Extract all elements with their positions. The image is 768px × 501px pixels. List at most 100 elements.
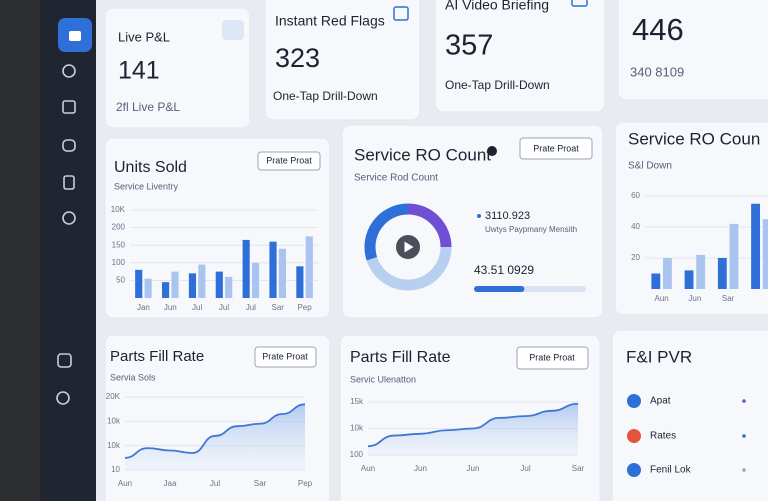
y-tick-label: 100 bbox=[112, 258, 126, 267]
bar bbox=[305, 236, 313, 298]
x-tick-label: Sar bbox=[572, 464, 585, 473]
nav-icon[interactable] bbox=[62, 100, 76, 114]
kpi-title: AI Video Briefing bbox=[445, 0, 549, 13]
button[interactable] bbox=[519, 137, 593, 160]
kpi-subtitle: One-Tap Drill-Down bbox=[445, 78, 550, 92]
bar bbox=[225, 276, 233, 298]
bar bbox=[269, 241, 277, 298]
kpi-title: Live P&L bbox=[118, 29, 170, 44]
x-tick-label: Sar bbox=[722, 294, 735, 303]
y-tick-label: 15k bbox=[350, 397, 364, 406]
nav-icon[interactable] bbox=[63, 175, 75, 190]
kpi-card bbox=[264, 0, 421, 121]
x-tick-label: Aun bbox=[655, 294, 669, 303]
button[interactable] bbox=[254, 346, 317, 368]
donut-segment bbox=[366, 246, 452, 291]
bar bbox=[651, 273, 661, 289]
x-tick-label: Jaa bbox=[164, 479, 177, 488]
x-tick-label: Jul bbox=[520, 464, 530, 473]
kpi-subtitle: One-Tap Drill-Down bbox=[273, 89, 378, 103]
list-dot bbox=[742, 468, 746, 472]
chart-subtitle: Service Liventry bbox=[114, 181, 179, 191]
kpi-value: 446 bbox=[632, 12, 684, 47]
line-area bbox=[125, 404, 305, 470]
x-tick-label: Jul bbox=[210, 479, 220, 488]
nav-icon[interactable] bbox=[62, 64, 76, 78]
list-item[interactable]: Apat bbox=[650, 396, 671, 407]
kpi-card bbox=[617, 0, 768, 101]
info-icon[interactable] bbox=[487, 146, 497, 156]
stat-value: 3110.923 bbox=[485, 210, 530, 222]
x-tick-label: Jun bbox=[164, 303, 177, 312]
x-tick-label: Jun bbox=[414, 464, 427, 473]
y-tick-label: 200 bbox=[112, 223, 126, 232]
list-icon bbox=[627, 463, 641, 477]
kpi-icon bbox=[222, 20, 244, 40]
x-tick-label: Sar bbox=[254, 479, 267, 488]
bar bbox=[171, 271, 179, 298]
play-icon bbox=[404, 241, 414, 253]
bar bbox=[296, 266, 304, 298]
bar bbox=[762, 219, 768, 289]
x-tick-label: Jul bbox=[246, 303, 256, 312]
nav-icon[interactable] bbox=[62, 211, 76, 225]
bar bbox=[198, 264, 206, 298]
list-item[interactable]: Rates bbox=[650, 431, 676, 442]
bar bbox=[215, 271, 223, 298]
kpi-value: 141 bbox=[118, 57, 160, 85]
bar bbox=[696, 254, 706, 289]
chart-title: Service RO Coun bbox=[628, 129, 760, 148]
kpi-icon bbox=[571, 0, 588, 7]
list-card bbox=[611, 329, 768, 501]
button-label: Prate Proat bbox=[533, 143, 579, 153]
x-tick-label: Jun bbox=[467, 464, 480, 473]
y-tick-label: 60 bbox=[631, 191, 640, 200]
button[interactable] bbox=[516, 346, 589, 370]
bar bbox=[729, 223, 739, 289]
y-tick-label: 10 bbox=[111, 465, 120, 474]
donut-segment bbox=[364, 203, 409, 261]
background-edge bbox=[0, 0, 40, 501]
nav-home-icon bbox=[69, 31, 81, 41]
line bbox=[367, 402, 579, 448]
y-tick-label: 10k bbox=[107, 416, 121, 425]
x-tick-label: Aun bbox=[118, 479, 132, 488]
chart-card bbox=[341, 124, 604, 319]
y-tick-label: 10k bbox=[107, 441, 121, 450]
chart-subtitle: Servia Sols bbox=[110, 372, 156, 382]
button-label: Prate Proat bbox=[529, 352, 575, 362]
button-label: Prate Proat bbox=[266, 155, 312, 165]
line bbox=[124, 403, 306, 459]
button-label: Prate Proat bbox=[262, 351, 308, 361]
nav-icon[interactable] bbox=[57, 353, 72, 368]
x-tick-label: Jun bbox=[688, 294, 701, 303]
bar bbox=[135, 269, 143, 298]
bar bbox=[162, 282, 170, 298]
x-tick-label: Sar bbox=[271, 303, 284, 312]
x-tick-label: Jul bbox=[219, 303, 229, 312]
chart-title: Parts Fill Rate bbox=[110, 348, 204, 365]
x-tick-label: Pep bbox=[297, 303, 312, 312]
kpi-card bbox=[434, 0, 606, 113]
bar bbox=[751, 203, 760, 289]
nav-icon[interactable] bbox=[62, 139, 76, 152]
bar bbox=[144, 278, 152, 298]
list-title: F&I PVR bbox=[626, 347, 692, 366]
nav-icon[interactable] bbox=[56, 391, 70, 405]
stat-caption: Uwtys Paypmany Mensith bbox=[485, 225, 577, 234]
kpi-title: Instant Red Flags bbox=[275, 13, 385, 29]
y-tick-label: 20K bbox=[106, 392, 121, 401]
list-dot bbox=[742, 434, 746, 438]
x-tick-label: Jan bbox=[137, 303, 150, 312]
list-dot bbox=[742, 399, 746, 403]
kpi-subtitle: 2fl Live P&L bbox=[116, 100, 180, 114]
chart-title: Parts Fill Rate bbox=[350, 349, 451, 366]
button[interactable] bbox=[257, 151, 321, 171]
list-icon bbox=[627, 429, 641, 443]
list-item[interactable]: Fenil Lok bbox=[650, 465, 692, 476]
progress-fill bbox=[474, 286, 525, 292]
kpi-subtitle: 340 8109 bbox=[630, 64, 684, 79]
chart-subtitle: S&l Down bbox=[628, 161, 672, 172]
chart-subtitle: Servic Ulenatton bbox=[350, 374, 416, 384]
